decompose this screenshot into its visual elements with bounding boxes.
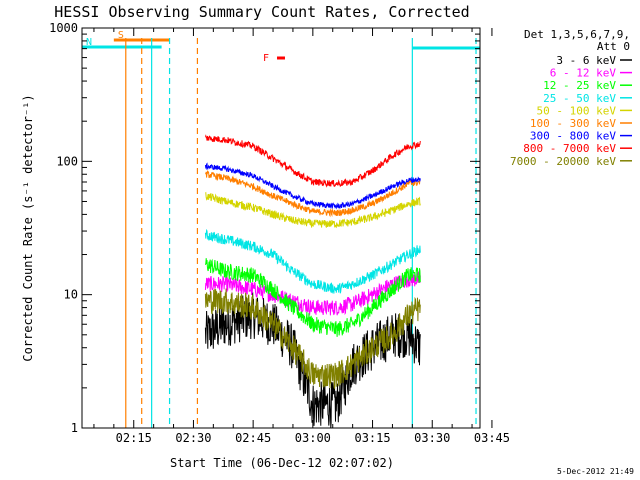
series-line — [204, 292, 421, 428]
legend-entry: 50 - 100 keV — [537, 104, 617, 117]
series-line — [205, 191, 421, 229]
legend-entry: 25 - 50 keV — [543, 92, 616, 105]
legend-entry: 800 - 7000 keV — [523, 142, 616, 155]
x-tick-label: 03:00 — [295, 431, 331, 445]
x-axis-label: Start Time (06-Dec-12 02:07:02) — [170, 456, 394, 470]
y-tick-label: 1000 — [49, 21, 78, 35]
legend-title: Det 1,3,5,6,7,9, — [524, 28, 630, 41]
legend-entry: 300 - 800 keV — [530, 130, 616, 143]
plot-frame — [81, 27, 481, 429]
timestamp: 5-Dec-2012 21:49 — [556, 467, 634, 476]
series-line — [205, 169, 421, 218]
series-line — [204, 162, 421, 210]
legend-entry: 12 - 25 keV — [543, 79, 616, 92]
y-tick-label: 100 — [56, 154, 78, 168]
legend-title: Att 0 — [597, 40, 630, 53]
flag-label: S — [118, 30, 124, 41]
chart-title: HESSI Observing Summary Count Rates, Cor… — [54, 3, 469, 21]
y-axis-label: Corrected Count Rate (s⁻¹ detector⁻¹) — [21, 94, 35, 361]
legend-entry: 7000 - 20000 keV — [510, 155, 616, 168]
legend-entry: 6 - 12 keV — [550, 67, 617, 80]
x-tick-label: 03:45 — [474, 431, 510, 445]
x-tick-label: 02:45 — [235, 431, 271, 445]
x-tick-label: 03:15 — [354, 431, 390, 445]
series-layer — [204, 134, 421, 428]
series-line — [204, 258, 421, 337]
flag-label: F — [263, 53, 269, 64]
flag-label: N — [86, 37, 92, 48]
legend-entry: 100 - 300 keV — [530, 117, 616, 130]
series-line — [204, 228, 421, 294]
y-tick-label: 10 — [64, 288, 78, 302]
x-tick-label: 02:30 — [175, 431, 211, 445]
y-tick-label: 1 — [71, 421, 78, 435]
tick-layer: 02:15 02:30 02:45 03:00 03:15 03:30 03:45 1 10 10… — [49, 21, 510, 445]
x-tick-label: 02:15 — [116, 431, 152, 445]
marker-layer — [125, 38, 477, 428]
series-line — [204, 288, 421, 390]
legend-entry: 3 - 6 keV — [556, 54, 616, 67]
x-tick-label: 03:30 — [414, 431, 450, 445]
series-line — [204, 134, 421, 188]
